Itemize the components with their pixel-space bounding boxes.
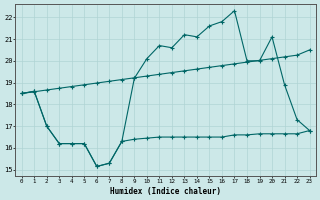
X-axis label: Humidex (Indice chaleur): Humidex (Indice chaleur) [110, 187, 221, 196]
